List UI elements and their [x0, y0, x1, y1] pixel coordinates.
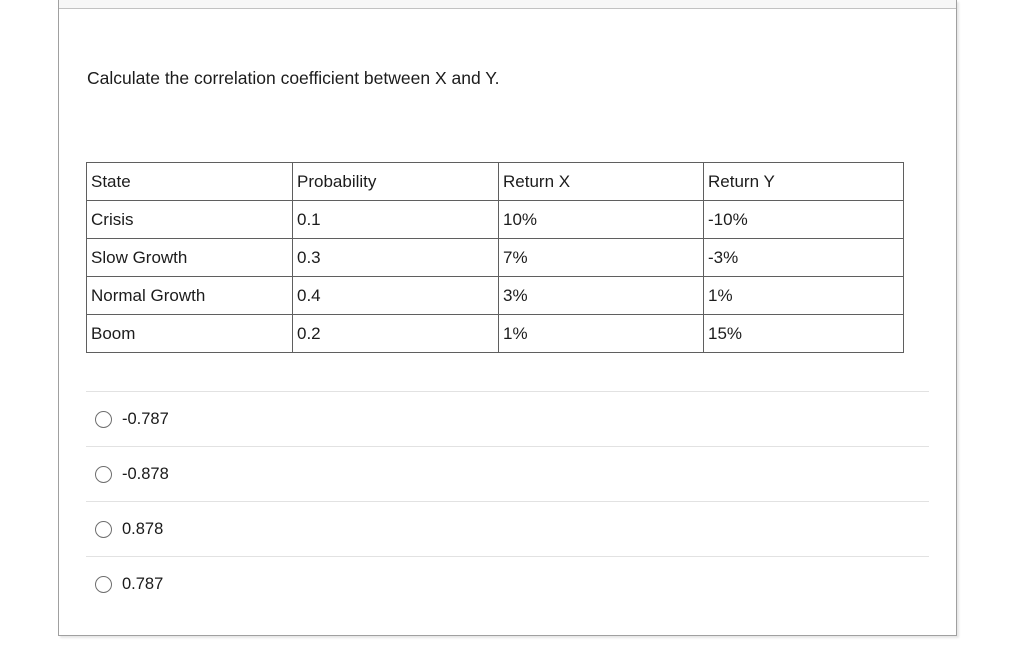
table-cell: 15%	[703, 314, 904, 353]
option-row-3[interactable]: 0.878	[86, 501, 929, 556]
option-label: -0.878	[122, 464, 169, 483]
header-return-y: Return Y	[703, 162, 904, 201]
header-state: State	[86, 162, 293, 201]
table-cell: 0.4	[292, 276, 499, 315]
table-cell: 0.3	[292, 238, 499, 277]
header-probability: Probability	[292, 162, 499, 201]
returns-table: State Probability Return X Return Y Cris…	[86, 162, 904, 353]
radio-button[interactable]	[95, 410, 112, 428]
table-row: Boom 0.2 1% 15%	[86, 314, 904, 353]
table-cell: 1%	[498, 314, 704, 353]
table-cell: -3%	[703, 238, 904, 277]
table-cell: 1%	[703, 276, 904, 315]
radio-button[interactable]	[95, 465, 112, 483]
table-cell: Crisis	[86, 200, 293, 239]
table-cell: Slow Growth	[86, 238, 293, 277]
table-cell: 0.1	[292, 200, 499, 239]
table-cell: 7%	[498, 238, 704, 277]
option-row-2[interactable]: -0.878	[86, 446, 929, 501]
table-cell: Boom	[86, 314, 293, 353]
table-row: Crisis 0.1 10% -10%	[86, 200, 904, 239]
table-cell: Normal Growth	[86, 276, 293, 315]
header-return-x: Return X	[498, 162, 704, 201]
table-row: Normal Growth 0.4 3% 1%	[86, 276, 904, 315]
table-cell: 3%	[498, 276, 704, 315]
table-cell: 10%	[498, 200, 704, 239]
table-row: Slow Growth 0.3 7% -3%	[86, 238, 904, 277]
table-cell: 0.2	[292, 314, 499, 353]
table-cell: -10%	[703, 200, 904, 239]
answer-options: -0.787 -0.878 0.878 0.787	[86, 391, 929, 611]
option-label: 0.787	[122, 574, 164, 593]
question-text: Calculate the correlation coefficient be…	[87, 68, 500, 88]
option-label: 0.878	[122, 519, 164, 538]
card-top-divider	[59, 0, 956, 9]
table-header-row: State Probability Return X Return Y	[86, 162, 904, 201]
option-row-1[interactable]: -0.787	[86, 391, 929, 446]
radio-button[interactable]	[95, 575, 112, 593]
radio-button[interactable]	[95, 520, 112, 538]
option-label: -0.787	[122, 409, 169, 428]
option-row-4[interactable]: 0.787	[86, 556, 929, 611]
